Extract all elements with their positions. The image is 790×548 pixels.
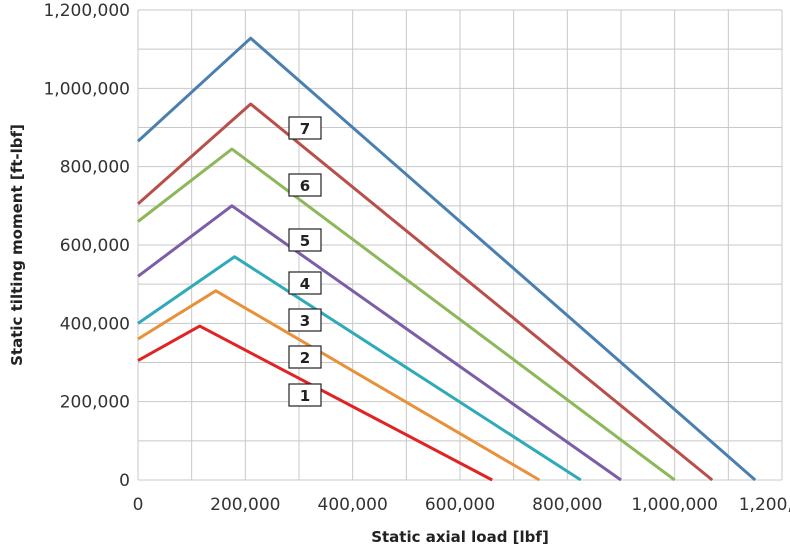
y-tick-label: 1,200,000 (43, 1, 130, 21)
x-axis-title: Static axial load [lbf] (371, 528, 549, 546)
series-line-2 (137, 289, 541, 482)
series-label-box (288, 173, 322, 197)
series-labels: 1 2 3 4 5 6 7 (288, 116, 322, 407)
y-tick-label: 800,000 (60, 158, 130, 178)
series-label-text: 7 (300, 120, 310, 138)
x-tick-label: 600,000 (425, 495, 495, 515)
series-line-6 (137, 102, 714, 482)
y-axis-title: Static tilting moment [ft-lbf] (8, 124, 26, 366)
series-label-box (288, 271, 322, 295)
series-label-7: 7 (288, 116, 322, 140)
x-tick-label: 800,000 (532, 495, 602, 515)
series-label-4: 4 (288, 271, 322, 295)
series-line-3 (137, 255, 582, 482)
series-label-box (288, 228, 322, 252)
series-lines (136, 36, 757, 482)
series-label-box (288, 345, 322, 369)
series-label-2: 2 (288, 345, 322, 369)
series-label-box (288, 383, 322, 407)
series-label-text: 1 (300, 387, 310, 405)
series-label-box (288, 116, 322, 140)
series-line-1 (137, 324, 493, 482)
y-tick-label: 200,000 (60, 393, 130, 413)
series-label-text: 5 (300, 232, 310, 250)
y-tick-label: 400,000 (60, 314, 130, 334)
tick-labels: 0 200,000 400,000 600,000 800,000 1,000,000 1,… (43, 1, 790, 515)
y-tick-label: 0 (119, 471, 130, 491)
x-tick-label: 1,200,000 (739, 495, 790, 515)
x-tick-label: 0 (133, 495, 144, 515)
series-line-7 (136, 36, 757, 482)
series-label-box (288, 308, 322, 332)
x-tick-label: 1,000,000 (631, 495, 718, 515)
x-tick-label: 200,000 (210, 495, 280, 515)
series-label-6: 6 (288, 173, 322, 197)
y-tick-label: 600,000 (60, 236, 130, 256)
x-tick-label: 400,000 (318, 495, 388, 515)
series-label-3: 3 (288, 308, 322, 332)
y-tick-label: 1,000,000 (43, 79, 130, 99)
series-line-5 (137, 147, 676, 482)
series-label-text: 3 (300, 312, 310, 330)
series-label-text: 6 (300, 177, 310, 195)
series-label-text: 4 (300, 275, 310, 293)
series-label-5: 5 (288, 228, 322, 252)
series-label-text: 2 (300, 349, 310, 367)
series-label-1: 1 (288, 383, 322, 407)
series-line-4 (137, 204, 622, 482)
grid (137, 9, 783, 481)
